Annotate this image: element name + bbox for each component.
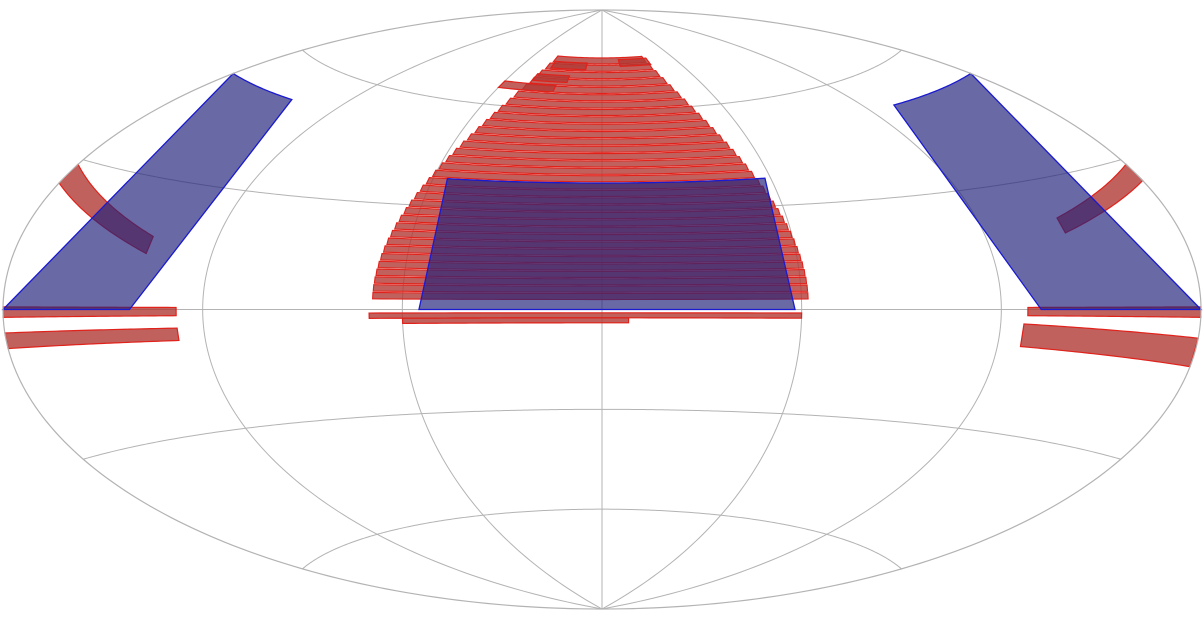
survey-strip	[531, 73, 571, 84]
band-strip	[497, 104, 697, 117]
band-strip	[520, 83, 676, 94]
survey-strip	[497, 80, 557, 93]
map-outline	[2, 9, 1202, 610]
parallel-line	[83, 408, 1121, 460]
band-strip	[505, 97, 690, 109]
band-strip	[466, 133, 725, 146]
band-strip	[512, 90, 683, 102]
band-strip	[481, 118, 711, 131]
survey-region	[1, 72, 293, 311]
survey-strip	[617, 57, 652, 67]
band-strip	[431, 169, 756, 183]
band-strip	[489, 111, 704, 124]
parallel-line	[302, 508, 902, 570]
survey-strip	[4, 327, 180, 350]
band-strip	[438, 162, 750, 175]
survey-strip	[1019, 323, 1200, 368]
band-strip	[474, 126, 718, 139]
survey-strip	[401, 317, 630, 325]
blue-footprints	[1, 72, 1203, 311]
survey-region	[418, 177, 796, 311]
band-strip	[452, 147, 738, 161]
band-strip	[459, 140, 731, 153]
survey-strip	[549, 60, 588, 71]
map-boundary	[2, 9, 1202, 610]
band-strip	[445, 154, 744, 168]
